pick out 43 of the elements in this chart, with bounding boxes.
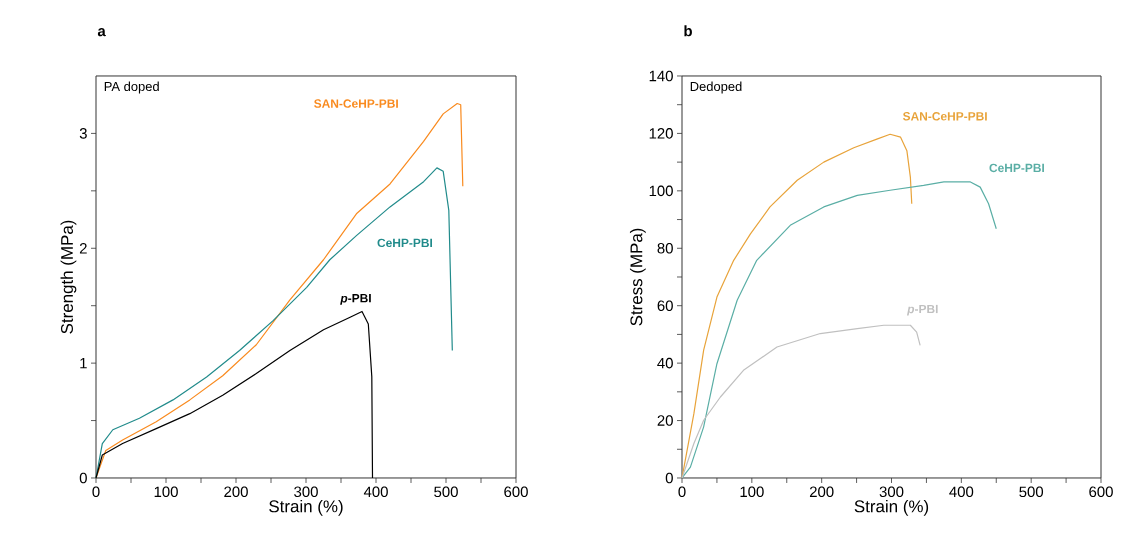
x-tick-label: 400 — [949, 486, 974, 498]
y-tick-label: 2 — [79, 243, 87, 254]
x-tick-label: 100 — [154, 486, 178, 498]
annotation: PA doped — [104, 81, 159, 94]
y-tick-label: 60 — [657, 300, 673, 311]
x-tick-label: 0 — [678, 486, 686, 498]
chart-title: b — [684, 25, 692, 37]
y-tick-label: 1 — [80, 357, 87, 369]
y-tick-label: 140 — [649, 70, 673, 82]
y-axis-title: Strength (MPa) — [60, 220, 77, 334]
annotation: Dedoped — [690, 81, 742, 94]
series-label: CeHP-PBI — [989, 163, 1044, 173]
x-tick-label: 200 — [809, 486, 834, 498]
x-axis-title: Strain (%) — [269, 499, 343, 516]
x-tick-label: 100 — [740, 486, 764, 498]
line-series — [681, 181, 997, 479]
series-label: SAN-CeHP-PBI — [902, 112, 987, 121]
y-tick-label: 0 — [79, 472, 87, 484]
y-tick-label: 0 — [665, 472, 673, 484]
x-tick-label: 500 — [434, 486, 458, 498]
y-tick-label: 3 — [79, 128, 87, 139]
x-axis-title: Strain (%) — [854, 499, 929, 516]
y-tick-label: 80 — [657, 242, 673, 254]
series-label: p-PBI — [906, 304, 938, 316]
series-label: p-PBI — [340, 294, 371, 305]
x-tick-label: 600 — [504, 486, 528, 498]
x-tick-label: 600 — [1089, 486, 1113, 498]
y-axis-title: Stress (MPa) — [629, 228, 646, 326]
chart-title: a — [97, 28, 106, 37]
x-tick-label: 200 — [224, 486, 248, 498]
y-tick-label: 100 — [649, 185, 673, 197]
y-tick-label: 120 — [649, 128, 673, 139]
text: SAN-CeHP-PBI — [314, 99, 398, 108]
y-tick-label: 20 — [657, 415, 673, 426]
x-tick-label: 0 — [92, 486, 100, 498]
x-tick-label: 500 — [1019, 486, 1044, 498]
x-tick-label: 300 — [879, 486, 904, 498]
x-tick-label: 300 — [294, 486, 318, 498]
line-series — [681, 324, 921, 479]
line-series — [95, 310, 374, 479]
series-label: CeHP-PBI — [377, 238, 432, 248]
x-tick-label: 400 — [363, 486, 388, 498]
y-tick-label: 40 — [657, 357, 673, 369]
